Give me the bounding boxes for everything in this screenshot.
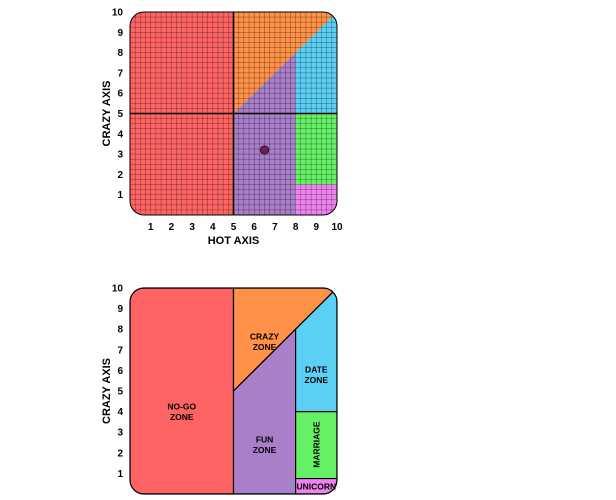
x-tick-label: 9: [314, 222, 320, 233]
x-tick-label: 4: [210, 222, 216, 233]
y-tick-label: 5: [117, 109, 123, 120]
plot-area: [130, 12, 337, 215]
zones-chart: NO-GO ZONE CRAZY ZONE FUN ZONE DATE ZONE MARRIAG…: [101, 284, 338, 495]
y-tick-label: 2: [117, 448, 123, 459]
zone-crazy-label: CRAZY ZONE: [250, 331, 280, 352]
x-tick-label: 2: [169, 222, 175, 233]
hot-crazy-matrix-chart: 1 2 3 4 5 6 7 8 9 10 1 2 3 4 5 6 7 8 9 10 HOT AXIS CRAZY AXIS: [101, 8, 343, 248]
zone-unicorn-region: [295, 477, 337, 494]
y-tick-label: 7: [117, 345, 123, 356]
x-tick-label: 6: [251, 222, 257, 233]
y-tick-label: 9: [117, 28, 123, 39]
y-tick-label: 1: [117, 190, 123, 201]
y-axis-label: CRAZY AXIS: [101, 80, 113, 146]
zone-nogo-region: [130, 288, 235, 494]
x-tick-label: 10: [331, 222, 343, 233]
y-tick-label: 3: [117, 150, 123, 161]
x-tick-label: 3: [189, 222, 195, 233]
y-tick-label: 4: [117, 407, 123, 418]
zone-marriage-label: MARRIAGE: [311, 421, 321, 468]
zone-unicorn-label: UNICORN: [296, 481, 336, 491]
y-tick-label: 9: [117, 304, 123, 315]
zone-fun-label: FUN ZONE: [253, 434, 277, 455]
y-tick-label: 3: [117, 428, 123, 439]
data-point: [259, 145, 270, 155]
y-tick-label: 8: [117, 325, 123, 336]
zone-nogo-label: NO-GO ZONE: [167, 401, 196, 422]
y-tick-label: 5: [117, 387, 123, 398]
y-tick-label: 6: [117, 366, 123, 377]
y-axis-label: CRAZY AXIS: [101, 358, 113, 424]
y-tick-label: 7: [117, 68, 123, 79]
zone-date-label: DATE ZONE: [304, 364, 328, 385]
y-tick-label: 8: [117, 48, 123, 59]
x-tick-label: 7: [272, 222, 278, 233]
plot-border: [129, 11, 338, 216]
x-tick-label: 1: [148, 222, 154, 233]
y-tick-label: 2: [117, 170, 123, 181]
x-axis-label: HOT AXIS: [208, 235, 260, 247]
y-tick-label: 1: [117, 469, 123, 480]
y-tick-label: 4: [117, 129, 123, 140]
y-tick-label: 10: [112, 8, 124, 19]
zone-area: [130, 288, 337, 494]
y-tick-label: 6: [117, 89, 123, 100]
x-tick-label: 5: [231, 222, 237, 233]
x-tick-label: 8: [293, 222, 299, 233]
zones-border: [129, 287, 338, 495]
y-tick-label: 10: [112, 284, 124, 295]
